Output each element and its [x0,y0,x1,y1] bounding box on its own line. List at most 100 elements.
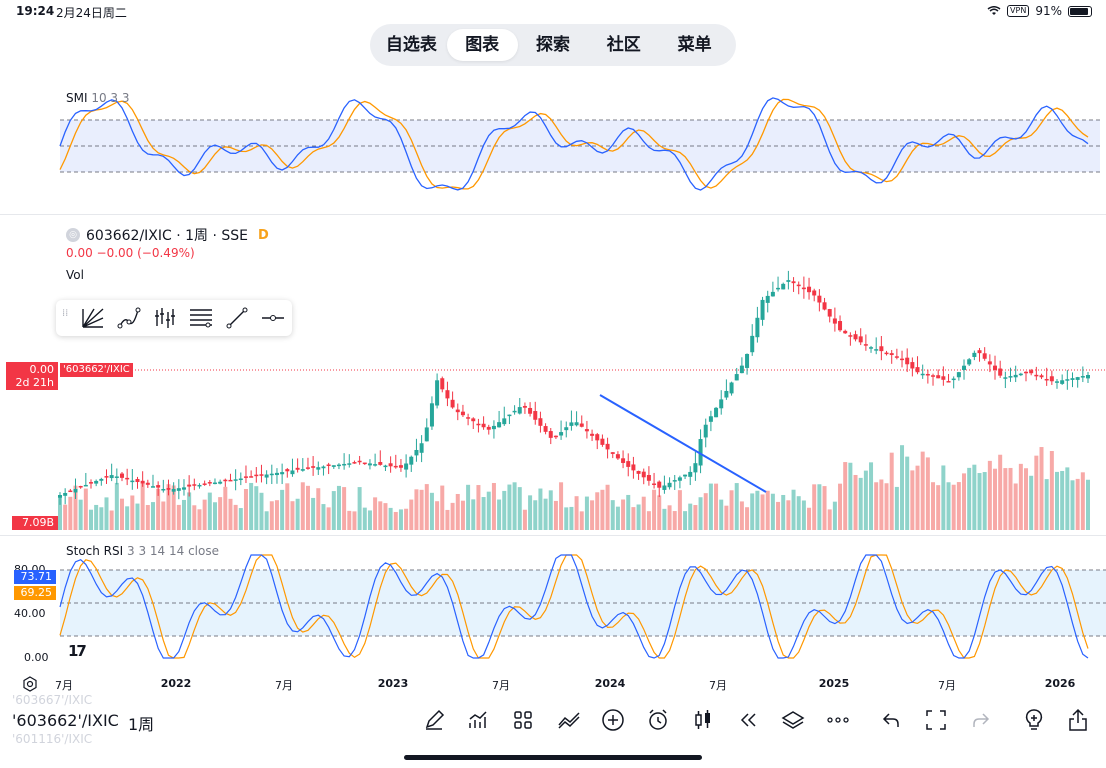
tab-community[interactable]: 社区 [606,35,641,55]
candle-body [559,432,564,436]
smi-legend[interactable]: SMI 10 3 3 [66,91,130,105]
chart-type-icon[interactable] [691,708,715,732]
fib-icon[interactable] [186,303,216,333]
stoch-d-line [59,554,1089,659]
candle-body [223,479,228,482]
volume-bar [373,497,378,530]
volume-bar [987,460,992,530]
candle-body [869,347,874,349]
volume-bar [192,505,197,530]
candle-body [1065,379,1070,381]
time-axis[interactable]: 7月 2022 7月 2023 7月 2024 7月 2025 7月 2026 [0,672,1106,694]
more-icon[interactable] [826,708,850,732]
layout-grid-icon[interactable] [511,708,535,732]
candle-body [285,469,290,472]
candle-body [781,283,786,290]
volume-bar [1065,467,1070,530]
volume-bar [832,501,837,530]
candle-body [543,426,548,432]
volume-bar [83,488,88,530]
volume-bar [931,482,936,530]
tab-watchlist[interactable]: 自选表 [385,35,437,55]
candle-body [109,475,114,479]
candle-body [398,465,403,468]
candle-body [140,480,145,484]
candle-body [166,488,171,490]
bar-pattern-icon[interactable] [150,303,180,333]
candle-body [73,488,78,493]
candle-body [212,482,217,485]
home-indicator[interactable] [404,755,702,760]
volume-bar [388,507,393,530]
pane-divider[interactable] [0,535,1106,536]
indicators-icon[interactable] [466,708,490,732]
main-nav: 自选表 图表 探索 社区 菜单 [370,24,736,66]
volume-bar [967,467,972,530]
candle-body [998,368,1003,376]
replay-icon[interactable] [736,708,760,732]
interval-selector[interactable]: 1周 [128,715,155,734]
volume-bar [290,501,295,530]
ideas-icon[interactable] [1022,708,1046,732]
next-symbol[interactable]: '601116'/IXIC [12,732,93,746]
undo-icon[interactable] [879,708,903,732]
x-axis-label: 2023 [377,677,409,690]
pitchfork-icon[interactable] [78,303,108,333]
candle-body [450,399,455,408]
fullscreen-icon[interactable] [924,708,948,732]
volume-bar [543,498,548,530]
volume-bar [404,508,409,530]
candle-body [1055,381,1060,383]
candle-body [254,474,259,477]
candle-body [507,414,512,417]
chart-canvas[interactable] [0,0,1106,670]
previous-symbol[interactable]: '603667'/IXIC [12,693,93,707]
volume-bar [703,493,708,530]
volume-bar [951,484,956,530]
x-axis-label: 2026 [1044,677,1076,690]
share-icon[interactable] [1066,708,1090,732]
alert-icon[interactable] [646,708,670,732]
volume-bar [739,501,744,530]
volume-bar [889,452,894,530]
candle-body [409,456,414,465]
candle-body [497,422,502,428]
volume-bar [1008,467,1013,530]
volume-bar [879,479,884,530]
tab-chart[interactable]: 图表 [446,29,518,61]
pane-divider[interactable] [0,214,1106,215]
stoch-rsi-legend[interactable]: Stoch RSI 3 3 14 14 close [66,544,219,558]
horizontal-ray-icon[interactable] [258,303,288,333]
trendline-icon[interactable] [222,303,252,333]
candle-body [889,353,894,356]
add-icon[interactable] [601,708,625,732]
volume-bar [202,499,207,530]
volume-bar [538,488,543,530]
symbol-selector[interactable]: '603662'/IXIC [12,711,119,730]
candle-body [832,318,837,324]
tradingview-logo[interactable]: 17 [68,642,87,660]
layers-icon[interactable] [781,708,805,732]
pencil-icon[interactable] [422,708,446,732]
tab-explore[interactable]: 探索 [535,35,570,55]
volume-bar [471,499,476,530]
volume-bar [326,507,331,530]
tab-menu[interactable]: 菜单 [677,35,712,55]
volume-bar [238,508,243,530]
volume-bar [936,485,941,530]
volume-bar [708,483,713,530]
candle-body [393,465,398,468]
volume-bar [698,497,703,530]
settings-gear-icon[interactable] [22,676,38,692]
symbol-title: 603662/IXIC · 1周 · SSE [86,228,249,244]
candle-body [615,454,620,459]
volume-legend[interactable]: Vol [66,268,84,282]
gann-icon[interactable] [114,303,144,333]
candle-body [300,469,305,471]
volume-bar [786,500,791,530]
drag-handle-icon[interactable]: ⁞⁞ [62,308,69,319]
compare-icon[interactable] [557,708,581,732]
x-axis-label: 7月 [55,679,73,692]
volume-bar [316,488,321,530]
symbol-legend[interactable]: ◎ 603662/IXIC · 1周 · SSE D [66,225,269,245]
